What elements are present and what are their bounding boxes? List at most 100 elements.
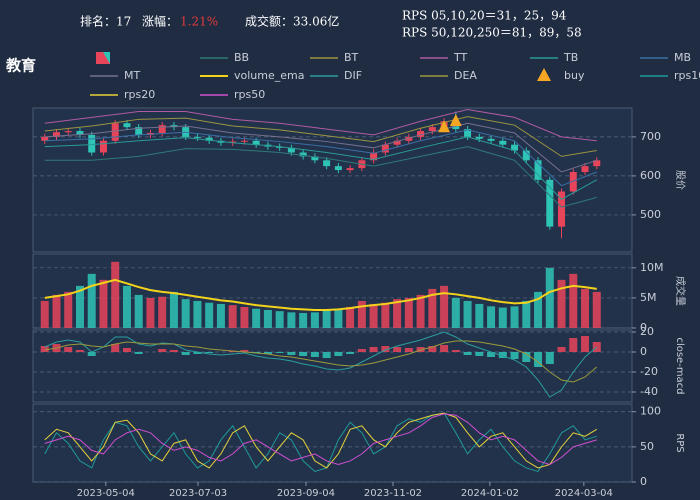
rank: 排名：17 — [80, 14, 131, 29]
candle-body — [370, 152, 378, 161]
series-line — [44, 146, 597, 208]
legend-label: TT — [453, 51, 468, 64]
candle-body — [475, 136, 483, 139]
bar — [569, 273, 578, 328]
candle-body — [123, 123, 131, 128]
candle-body — [511, 144, 519, 151]
bar — [122, 348, 131, 352]
bar — [240, 350, 249, 352]
bar — [310, 312, 319, 328]
bar — [205, 352, 214, 353]
bar — [404, 297, 413, 328]
bar — [498, 352, 507, 358]
bar — [75, 285, 84, 328]
candle-body — [135, 127, 143, 135]
candle-body — [405, 136, 413, 141]
series-line — [44, 109, 597, 142]
bar — [498, 307, 507, 328]
bar — [134, 352, 143, 354]
bar — [40, 300, 49, 328]
y-tick-label: 700 — [640, 130, 661, 143]
bar — [87, 352, 96, 356]
bar — [275, 311, 284, 328]
legend-label: MT — [124, 69, 140, 82]
candle-body — [346, 168, 354, 171]
candle-body — [287, 147, 295, 153]
bar — [111, 261, 120, 328]
candle-body — [88, 134, 96, 153]
bar — [334, 308, 343, 328]
bar — [193, 300, 202, 328]
bar — [475, 352, 484, 356]
bar — [334, 352, 343, 356]
y-axis-label: 股价 — [674, 170, 686, 190]
bar — [463, 300, 472, 328]
y-tick-label: 10M — [640, 261, 664, 274]
legend-label: rps50 — [234, 88, 265, 101]
y-axis-label: 成交量 — [674, 276, 687, 306]
candle-body — [111, 123, 119, 141]
candle-body — [581, 166, 589, 172]
bar — [545, 267, 554, 328]
bar — [463, 352, 472, 355]
candle-body — [464, 129, 472, 137]
bar — [451, 297, 460, 328]
bar — [169, 350, 178, 352]
candle-body — [487, 138, 495, 141]
rps-short: RPS 05,10,20＝31，25，94 — [402, 9, 567, 23]
candle-body — [381, 144, 389, 153]
y-tick-label: 500 — [640, 208, 661, 221]
legend-label: rps10 — [674, 69, 700, 82]
bar — [381, 302, 390, 328]
bar — [64, 347, 73, 352]
bar — [122, 285, 131, 328]
bar — [252, 308, 261, 328]
candle-body — [393, 140, 401, 145]
series-line — [44, 412, 598, 469]
bar — [428, 288, 437, 328]
buy-marker — [449, 114, 462, 127]
candle-body — [41, 136, 49, 141]
candle-body — [205, 137, 213, 141]
bar — [381, 346, 390, 352]
candle-body — [499, 140, 507, 145]
candle-body — [534, 160, 542, 180]
panel — [32, 253, 633, 329]
bar — [287, 312, 296, 328]
candle-body — [417, 131, 425, 137]
bar — [228, 305, 237, 328]
bar — [346, 352, 355, 354]
y-tick-label: 600 — [640, 169, 661, 182]
bar — [592, 291, 601, 328]
bar — [169, 291, 178, 328]
bar — [440, 345, 449, 352]
rps-long: RPS 50,120,250＝81，89，58 — [402, 26, 582, 40]
bar — [393, 347, 402, 352]
bar — [522, 300, 531, 328]
bar — [240, 306, 249, 328]
bar — [557, 347, 566, 352]
bar — [181, 352, 190, 355]
legend-swatch — [537, 68, 551, 81]
legend-label: volume_ema — [234, 69, 304, 82]
x-tick-label: 2024-03-04 — [555, 488, 613, 499]
candle-body — [558, 191, 566, 227]
bar — [299, 312, 308, 328]
bar — [487, 306, 496, 328]
x-tick-label: 2023-09-04 — [277, 488, 335, 499]
legend-label: BB — [234, 51, 249, 64]
legend-label: rps20 — [124, 88, 155, 101]
bar — [146, 297, 155, 328]
bar — [181, 299, 190, 328]
bar — [158, 296, 167, 328]
bar — [263, 352, 272, 354]
legend-label: DEA — [454, 69, 477, 82]
candle-body — [569, 172, 577, 192]
legend-label: DIF — [344, 69, 362, 82]
page-title: 教育 — [5, 57, 36, 75]
bar — [263, 309, 272, 328]
bar — [357, 349, 366, 352]
panel — [32, 107, 633, 253]
bar — [451, 350, 460, 352]
candle-body — [323, 160, 331, 167]
